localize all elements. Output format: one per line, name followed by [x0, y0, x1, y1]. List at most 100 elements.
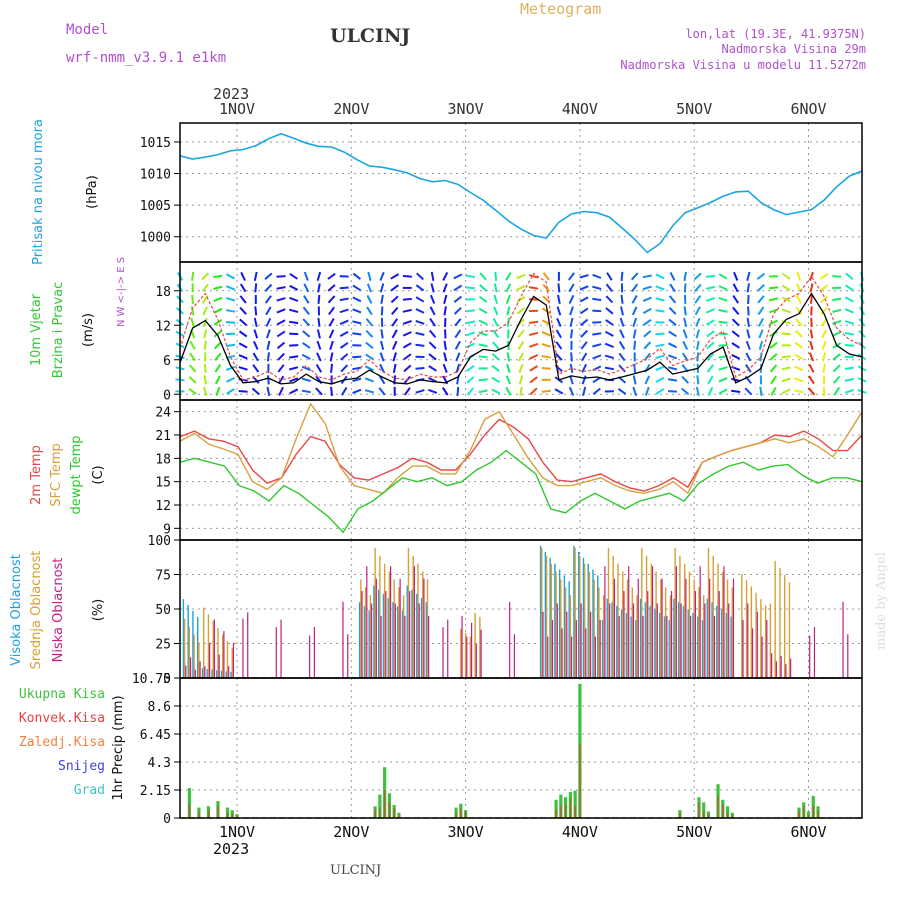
wind-arrow: [403, 387, 411, 396]
wind-arrow: [782, 272, 791, 280]
wind-arrow: [592, 387, 601, 395]
day-label-bottom: 5NOV: [676, 823, 712, 841]
wind-arrow: [694, 306, 701, 316]
precip-bar-total: [702, 802, 706, 818]
wind-arrow: [442, 271, 449, 281]
wind-arrow: [769, 364, 778, 373]
wind-arrow: [301, 365, 311, 372]
station-title: ULCINJ: [330, 25, 410, 47]
wind-arrow: [302, 342, 311, 349]
wind-arrow: [683, 271, 687, 281]
wind-arrow: [339, 319, 349, 326]
wind-arrow: [505, 272, 512, 281]
wind-arrow: [580, 329, 589, 338]
wind-arrow: [238, 366, 248, 371]
wind-arrow: [215, 386, 221, 396]
wind-arrow: [604, 342, 614, 349]
wind-arrow: [632, 329, 637, 339]
wind-arrow: [706, 364, 714, 373]
wind-arrow: [392, 363, 397, 374]
wind-arrow: [444, 317, 447, 327]
temp-2m-line: [179, 418, 863, 492]
wind-arrow: [289, 320, 299, 325]
wind-arrow: [796, 271, 802, 281]
wind-arrow: [669, 271, 676, 281]
wind-arrow: [516, 284, 526, 291]
precip-bar-conv: [707, 814, 710, 818]
wind-arrow: [339, 286, 349, 290]
wind-arrow: [352, 366, 362, 371]
wind-arrow: [453, 284, 463, 292]
wind-arrow: [781, 284, 791, 291]
wind-arrow: [604, 366, 614, 371]
wind-arrow: [456, 386, 460, 396]
wind-arrow: [365, 318, 374, 327]
wind-arrow: [605, 295, 614, 304]
day-label-top: 2NOV: [333, 100, 369, 118]
day-labels-top: 1NOV 2NOV 3NOV 4NOV 5NOV 6NOV: [219, 100, 827, 118]
wind-arrow: [605, 283, 613, 293]
wind-arrow: [795, 294, 802, 304]
wind-arrow: [202, 306, 209, 316]
wind-arrow: [844, 344, 854, 347]
wind-arrow: [190, 317, 195, 327]
wind-arrow: [390, 273, 400, 280]
wind-arrow: [731, 342, 741, 349]
wind-arrow: [214, 352, 222, 362]
side-labels: Pritisak na nivou mora (hPa) 10m Vjetar Brz…: [9, 119, 127, 801]
wind-arrow: [380, 340, 385, 350]
y-tick-label: 24: [155, 406, 171, 421]
wind-arrow: [302, 330, 311, 338]
wind-arrow: [781, 296, 791, 303]
wind-arrow: [630, 272, 639, 281]
y-tick-label: 15: [155, 476, 171, 491]
wind-arrow: [302, 306, 310, 316]
wind-arrow: [506, 363, 511, 373]
wind-arrow: [633, 363, 637, 373]
wind-arrow: [731, 389, 741, 393]
wind-arrow: [529, 331, 539, 336]
wind-arrow: [252, 340, 259, 350]
wind-arrow: [758, 340, 764, 350]
wind-arrow: [415, 296, 425, 303]
temperature-panel: 9 12 15 18 21 24: [155, 399, 863, 541]
wind-arrow: [188, 364, 197, 373]
wind-arrow: [667, 378, 678, 382]
wind-arrow: [278, 386, 284, 396]
wind-arrow: [289, 273, 298, 280]
precip-bar-conv: [807, 815, 810, 818]
wind-arrow: [794, 377, 804, 383]
wind-arrow: [302, 318, 311, 327]
wind-arrow: [820, 318, 828, 327]
wind-arrow: [579, 307, 589, 315]
wind-arrow: [454, 340, 461, 350]
y-tick-label: 100: [148, 534, 171, 549]
wind-arrow: [581, 375, 587, 385]
cloud-unit: (%): [91, 599, 106, 622]
precip-legend-item: Ukupna Kisa: [19, 687, 105, 702]
wind-arrow: [844, 377, 855, 382]
wind-arrow: [555, 352, 563, 361]
credit-label: made by Angel: [874, 552, 889, 650]
wind-arrow: [758, 317, 764, 327]
wind-arrow: [428, 365, 437, 372]
wind-arrow: [352, 296, 362, 303]
day-label-bottom: 3NOV: [448, 823, 484, 841]
wind-arrow: [465, 309, 476, 313]
y-tick-label: 9: [163, 522, 171, 537]
y-tick-label: 10.75: [132, 672, 171, 687]
wind-arrow: [820, 295, 829, 304]
wind-arrow: [455, 363, 461, 373]
wind-arrow: [254, 283, 258, 293]
wind-arrow: [225, 343, 236, 347]
wind-arrow: [668, 295, 677, 304]
year-bottom: 2023: [213, 840, 249, 858]
wind-arrow: [238, 330, 248, 338]
wind-arrow: [277, 364, 285, 373]
wind-arrow: [592, 332, 602, 336]
wind-arrow: [604, 330, 614, 337]
wind-arrow: [822, 363, 826, 373]
wind-arrow: [466, 364, 475, 372]
year-top: 2023: [213, 85, 249, 103]
